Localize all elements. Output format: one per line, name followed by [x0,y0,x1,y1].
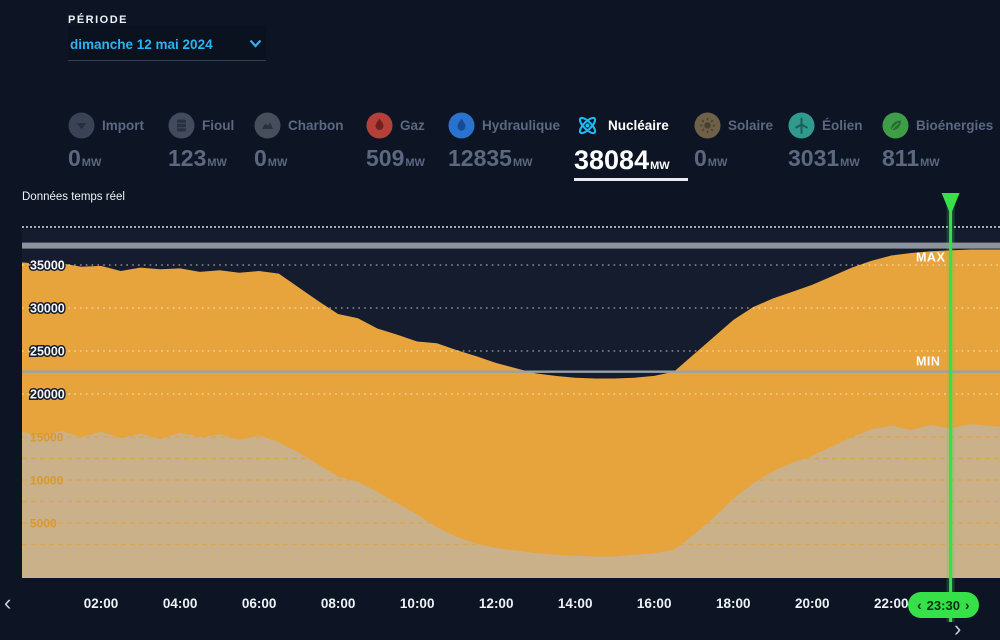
y-axis-labels: 20000 25000 30000 35000 5000 10000 15000 [29,257,67,531]
period-label: PÉRIODE [68,14,129,26]
tab-value: 12835MW [448,145,560,172]
y-tick-label: 30000 [30,302,65,316]
production-chart: 20000 25000 30000 35000 5000 10000 15000 MAX M… [22,193,1000,622]
tab-value: 0MW [694,145,773,172]
tab-value: 811MW [882,145,993,172]
tab-bioenergies[interactable]: Bioénergies 811MW [882,112,993,172]
charbon-icon [254,112,281,139]
tab-fioul[interactable]: Fioul 123MW [168,112,234,172]
time-cursor[interactable] [941,193,960,622]
overlay-area [22,424,1000,578]
tab-label: Import [102,118,144,133]
tab-solaire[interactable]: Solaire 0MW [694,112,773,172]
tab-nucleaire[interactable]: Nucléaire 38084MW [574,112,688,181]
import-icon [68,112,95,139]
period-dropdown[interactable]: dimanche 12 mai 2024 [68,26,266,61]
tab-label: Charbon [288,118,344,133]
tab-import[interactable]: Import 0MW [68,112,144,172]
tab-value: 509MW [366,145,425,172]
cursor-handle-icon[interactable] [941,193,960,215]
x-tick-label: 20:00 [795,596,830,611]
tab-value-unit: MW [920,157,940,169]
time-pill[interactable]: ‹ 23:30 › [908,592,979,618]
tab-value-number: 0 [694,145,707,171]
fioul-icon [168,112,195,139]
atom-icon [574,112,601,139]
tab-value-unit: MW [650,160,670,172]
tab-value-number: 509 [366,145,405,171]
tab-value: 38084MW [574,145,670,176]
tab-value-number: 0 [254,145,267,171]
y-tick-label: 15000 [30,431,64,445]
tab-value-number: 3031 [788,145,840,171]
tab-value: 0MW [68,145,144,172]
wind-turbine-icon [788,112,815,139]
tab-label: Nucléaire [608,118,669,133]
x-tick-label: 08:00 [320,596,356,611]
period-block: PÉRIODE dimanche 12 mai 2024 [68,14,266,61]
pill-next-icon[interactable]: › [964,597,970,613]
y-tick-label: 10000 [30,474,64,488]
water-drop-icon [448,112,475,139]
period-value: dimanche 12 mai 2024 [70,36,213,52]
tab-value: 3031MW [788,145,863,172]
x-tick-label: 22:00 [874,596,909,611]
x-tick-label: 10:00 [399,596,435,611]
tab-eolien[interactable]: Éolien 3031MW [788,112,863,172]
leaf-icon [882,112,909,139]
tab-value-unit: MW [207,157,227,169]
tab-value-unit: MW [81,157,102,169]
tab-value-unit: MW [840,157,860,169]
tab-charbon[interactable]: Charbon 0MW [254,112,344,172]
tab-value-number: 38084 [574,145,650,175]
x-tick-label: 12:00 [478,596,514,611]
x-tick-label: 18:00 [716,596,751,611]
x-tick-label: 02:00 [83,596,119,611]
x-axis: 02:00 04:00 06:00 08:00 10:00 12:00 14:00 16:00… [0,596,1000,618]
tab-label: Gaz [400,118,425,133]
chevron-down-icon [249,35,262,53]
tab-value: 0MW [254,145,344,172]
tab-label: Solaire [728,118,774,133]
tab-value: 123MW [168,145,234,172]
max-label: MAX [916,251,945,265]
tab-label: Fioul [202,118,235,133]
gridlines-upper [22,264,1000,395]
y-tick-label: 5000 [30,517,57,531]
tab-value-unit: MW [512,157,533,169]
tab-value-number: 811 [882,145,920,171]
tab-value-number: 123 [168,145,207,171]
min-label: MIN [916,355,940,369]
x-tick-label: 06:00 [241,596,277,611]
y-tick-label: 35000 [30,259,65,273]
dotted-separator [22,226,1000,228]
y-tick-label: 25000 [30,345,65,359]
sun-icon [694,112,721,139]
tab-label: Hydraulique [482,118,561,133]
y-tick-label: 20000 [30,388,65,402]
tab-label: Éolien [822,118,863,133]
realtime-data-label: Données temps réel [22,191,125,203]
max-band [22,242,1000,249]
gaz-flame-icon [366,112,393,139]
prev-period-button[interactable]: ‹ [4,590,12,615]
x-tick-label: 16:00 [636,596,672,611]
tab-value-unit: MW [267,157,288,169]
pill-prev-icon[interactable]: ‹ [917,597,922,613]
gridlines-lower [22,436,1000,546]
tab-gaz[interactable]: Gaz 509MW [366,112,425,172]
tab-value-number: 0 [68,145,81,171]
tab-label: Bioénergies [916,118,994,133]
active-tab-underline [574,178,688,181]
tab-hydraulique[interactable]: Hydraulique 12835MW [448,112,560,172]
next-period-button[interactable]: › [954,616,962,640]
x-tick-label: 14:00 [557,596,593,611]
tab-value-unit: MW [405,157,425,169]
cursor-time-value: 23:30 [926,597,960,613]
x-tick-label: 04:00 [162,596,198,611]
tab-value-number: 12835 [448,145,512,171]
tab-value-unit: MW [707,157,728,169]
